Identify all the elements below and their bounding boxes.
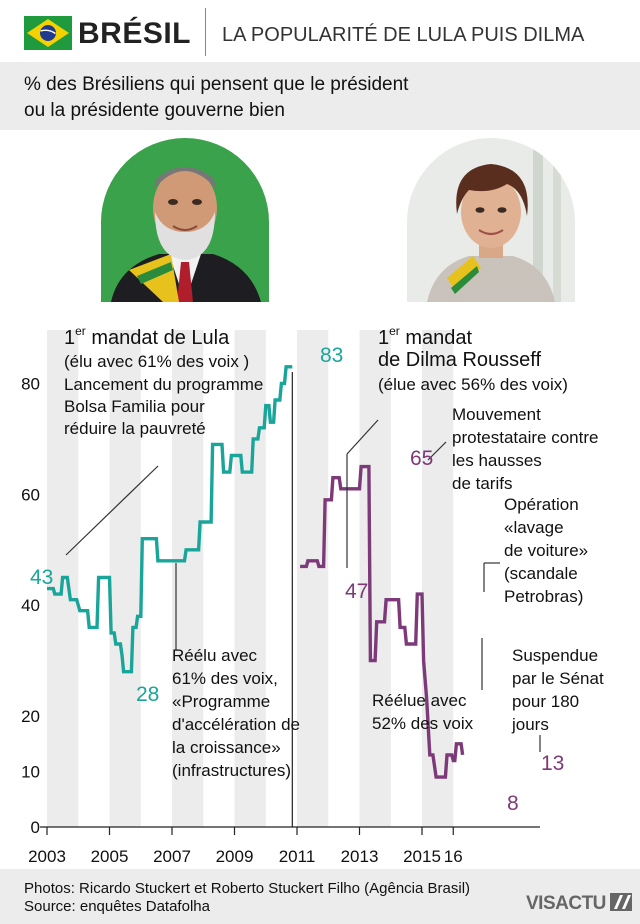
annotation-lula-reelu-line: 61% des voix, [172, 669, 278, 688]
lula-portrait [101, 138, 269, 302]
photo-credits: Photos: Ricardo Stuckert et Roberto Stuc… [24, 880, 471, 897]
annotation-dilma-mandat-title: 1er mandat [378, 324, 473, 349]
logo-text: VISACTU [526, 893, 606, 914]
header: BRÉSIL LA POPULARITÉ DE LULA PUIS DILMA [0, 0, 640, 62]
annotation-reelue-line: 52% des voix [372, 714, 474, 733]
annotation-suspendue-line: Suspendue [512, 646, 598, 665]
y-tick-label: 0 [31, 818, 40, 837]
year-band [172, 330, 204, 827]
annotation-operation-line: «lavage [504, 518, 564, 537]
year-band [234, 330, 266, 827]
subtitle-band: % des Brésiliens qui pensent que le prés… [0, 62, 640, 130]
brazil-flag-icon [24, 16, 72, 50]
annotation-lula-mandat-line: réduire la pauvreté [64, 419, 206, 438]
annotation-suspendue-line: par le Sénat [512, 669, 604, 688]
year-band [422, 330, 454, 827]
annotation-lula-reelu-line: la croissance» [172, 738, 281, 757]
annotation-lula-reelu-line: (infrastructures) [172, 761, 291, 780]
annotation-lula-mandat-line: Bolsa Familia pour [64, 397, 205, 416]
annotation-lula-reelu-line: Réélu avec [172, 646, 258, 665]
logo-mark-icon [610, 893, 633, 911]
x-tick-label: 2009 [216, 847, 254, 866]
year-band [359, 330, 391, 827]
dilma-min-value-label: 8 [507, 792, 519, 815]
year-band [109, 330, 141, 827]
x-tick-label: 2003 [28, 847, 66, 866]
x-tick-label: 2013 [341, 847, 379, 866]
annotation-lula-mandat-line: Lancement du programme [64, 375, 263, 394]
annotation-mouvement-line: de tarifs [452, 474, 512, 493]
lula-start-value-label: 43 [30, 566, 53, 589]
annotation-leaders [65, 419, 541, 752]
annotation-mouvement-line: protestataire contre [452, 428, 598, 447]
annotation-suspendue-line: jours [511, 715, 549, 734]
annotation-operation-line: (scandale [504, 564, 578, 583]
y-tick-label: 10 [21, 763, 40, 782]
annotation-lula-reelu-line: d'accélération de [172, 715, 300, 734]
annotation-dilma-mandat-line: (élue avec 56% des voix) [378, 375, 568, 394]
footer: Photos: Ricardo Stuckert et Roberto Stuc… [0, 869, 640, 924]
y-tick-label: 20 [21, 707, 40, 726]
dilma-start-value-label: 47 [345, 580, 368, 603]
x-axis-ticks: 2003 2005 2007 2009 2011 2013 2015 16 [28, 827, 463, 866]
annotation-operation-line: Petrobras) [504, 587, 583, 606]
dilma-portrait [407, 138, 575, 302]
series-lines [47, 365, 465, 779]
annotation-reelue-line: Réélue avec [372, 691, 467, 710]
x-tick-label: 16 [444, 847, 463, 866]
y-tick-label: 60 [21, 485, 40, 504]
dilma-max-value-label: 65 [410, 447, 433, 470]
series-line-lula [47, 365, 293, 674]
annotation-lula-reelu-line: «Programme [172, 692, 270, 711]
year-band [297, 330, 329, 827]
lula-min-value-label: 28 [136, 683, 159, 706]
leader-lula-mandat [65, 465, 159, 556]
source-credits: Source: enquêtes Datafolha [24, 898, 210, 915]
dilma-end-value-label: 13 [541, 752, 564, 775]
annotation-lula-mandat-title: 1er mandat de Lula [64, 324, 230, 349]
annotation-dilma-mandat-line: de Dilma Rousseff [378, 349, 541, 371]
x-tick-label: 2011 [279, 847, 316, 866]
y-tick-label: 40 [21, 596, 40, 615]
y-axis-ticks: 80 60 40 20 10 0 [21, 374, 40, 837]
annotation-lula-mandat-line: (élu avec 61% des voix ) [64, 352, 249, 371]
x-tick-label: 2015 [403, 847, 441, 866]
gridlines [40, 372, 540, 828]
y-tick-label: 80 [21, 374, 40, 393]
lula-max-value-label: 83 [320, 344, 343, 367]
annotation-mouvement-line: Mouvement [452, 405, 541, 424]
subtitle-line-2: ou la présidente gouverne bien [24, 100, 285, 121]
annotation-suspendue-line: pour 180 [512, 692, 579, 711]
leader-dilma-mandat [346, 419, 379, 455]
header-divider [205, 8, 206, 56]
x-tick-label: 2005 [91, 847, 129, 866]
leader-mouvement [427, 441, 447, 461]
country-label: BRÉSIL [78, 17, 192, 50]
annotation-operation-line: de voiture» [504, 541, 588, 560]
page-title: LA POPULARITÉ DE LULA PUIS DILMA [222, 24, 585, 46]
x-tick-label: 2007 [153, 847, 191, 866]
year-bands [47, 330, 454, 827]
series-line-dilma [300, 464, 465, 779]
popularity-chart: 80 60 40 20 10 0 2003 2005 2007 2009 2011 2013 2015… [21, 324, 604, 866]
annotation-operation-line: Opération [504, 495, 579, 514]
subtitle-line-1: % des Brésiliens qui pensent que le prés… [24, 74, 409, 95]
visactu-logo: VISACTU [526, 893, 633, 915]
annotation-mouvement-line: les hausses [452, 451, 542, 470]
